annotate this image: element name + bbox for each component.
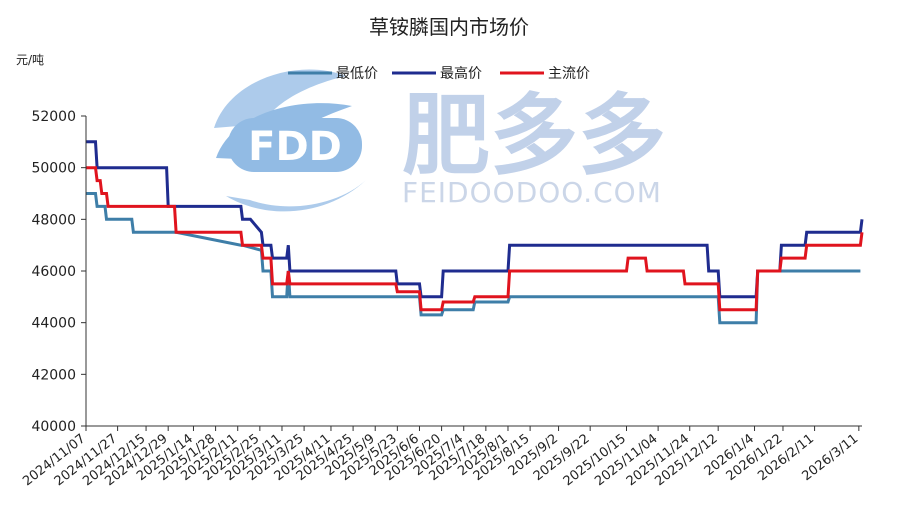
y-tick-label: 44000 xyxy=(31,316,76,332)
series-line xyxy=(86,166,864,312)
legend-label: 主流价 xyxy=(548,66,590,82)
chart-title: 草铵膦国内市场价 xyxy=(369,15,529,39)
y-tick-label: 48000 xyxy=(31,212,76,228)
y-tick-label: 52000 xyxy=(31,109,76,125)
series-lines xyxy=(86,140,864,325)
watermark-brand-cn: 肥多多 xyxy=(402,84,666,187)
y-axis-ticks: 40000 42000 44000 46000 48000 50000 52000 xyxy=(31,109,86,435)
legend: 最低价 最高价 主流价 xyxy=(288,65,590,82)
legend-label: 最高价 xyxy=(440,65,482,82)
watermark-brand-en: FEIDOODOO.COM xyxy=(402,176,662,209)
y-tick-label: 50000 xyxy=(31,161,76,177)
y-tick-label: 42000 xyxy=(31,367,76,383)
legend-label: 最低价 xyxy=(336,66,378,82)
watermark: FDD 肥多多 FEIDOODOO.COM xyxy=(214,69,666,212)
y-axis-unit: 元/吨 xyxy=(16,53,44,67)
y-tick-label: 46000 xyxy=(31,264,76,280)
x-axis-ticks: 2024/11/072024/11/272024/12/152024/12/29… xyxy=(20,426,861,489)
y-tick-label: 40000 xyxy=(31,419,76,435)
watermark-logo-text: FDD xyxy=(248,124,342,170)
fdd-logo: FDD xyxy=(214,69,366,212)
